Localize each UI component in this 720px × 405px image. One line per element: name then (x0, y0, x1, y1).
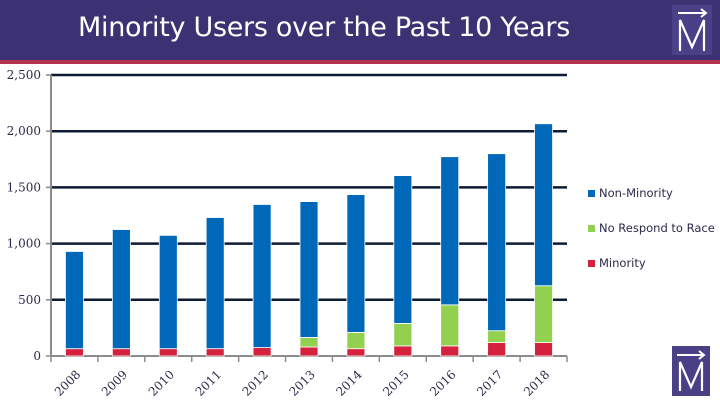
x-tick-label: 2013 (286, 367, 317, 398)
legend-swatch-minority (588, 259, 595, 267)
bar-segment-minority (393, 345, 413, 357)
bar-segment-minority (252, 347, 272, 357)
x-tick-label: 2012 (240, 367, 271, 398)
x-tick-label: 2010 (146, 367, 177, 398)
m-arrow-logo-icon (672, 5, 712, 55)
bar-segment-no-respond-to-race (393, 323, 413, 347)
x-tick-label: 2009 (99, 367, 130, 398)
bar-segment-minority (65, 348, 84, 357)
bar-segment-minority (299, 346, 319, 357)
x-tick-label: 2008 (52, 367, 83, 398)
y-tick-label: 0 (33, 349, 41, 363)
bar-segment-no-respond-to-race (487, 330, 507, 343)
y-tick-labels: 0 500 1,000 1,500 2,000 2,500 (7, 68, 41, 363)
bar-segment-non-minority (299, 201, 319, 338)
bar-segment-non-minority (158, 234, 178, 350)
y-tick-label: 500 (18, 293, 41, 307)
header-bar (0, 0, 720, 60)
y-tick-label: 2,500 (7, 68, 41, 82)
bar-segment-no-respond-to-race (299, 337, 319, 348)
bar-segment-minority (487, 342, 507, 357)
y-tick-label: 2,000 (7, 124, 41, 138)
x-tick-label: 2011 (193, 367, 224, 398)
x-tick-labels: 2008 2009 2010 2011 2012 2013 2014 2015 2016 2017… (52, 367, 553, 399)
legend-item-non-minority: Non-Minority (588, 186, 673, 200)
bar-segment-minority (346, 348, 366, 357)
legend-label: No Respond to Race (599, 221, 715, 235)
bar-segment-non-minority (65, 251, 84, 350)
bar-segment-no-respond-to-race (534, 285, 553, 343)
x-tick-label: 2015 (380, 367, 411, 398)
legend-swatch-non-minority (588, 189, 595, 197)
x-tick-label: 2014 (333, 367, 365, 399)
bar-segment-no-respond-to-race (346, 331, 366, 350)
header-divider (0, 60, 720, 64)
stacked-bar-chart: 0 500 1,000 1,500 2,000 2,500 2008 2009 2010 201… (7, 68, 568, 399)
m-arrow-logo-icon (672, 346, 710, 396)
bar-segment-non-minority (111, 229, 131, 350)
bar-segment-non-minority (487, 153, 507, 332)
bar-segment-no-respond-to-race (440, 304, 460, 347)
y-tick-label: 1,000 (7, 237, 41, 251)
bars (65, 123, 553, 357)
bar-segment-non-minority (534, 123, 553, 287)
bar-segment-minority (534, 342, 553, 357)
bar-segment-minority (205, 348, 225, 357)
page-title: Minority Users over the Past 10 Years (78, 12, 570, 43)
bar-segment-non-minority (252, 204, 272, 348)
legend-label: Minority (599, 256, 646, 270)
bar-segment-non-minority (440, 156, 460, 306)
legend-item-minority: Minority (588, 256, 646, 270)
legend-swatch-no-respond (588, 224, 595, 232)
legend-label: Non-Minority (599, 186, 673, 200)
bar-segment-minority (158, 348, 178, 357)
bar-segment-non-minority (346, 194, 366, 333)
x-tick-label: 2016 (427, 367, 458, 398)
bar-segment-non-minority (393, 175, 413, 324)
y-tick-label: 1,500 (7, 180, 41, 194)
bar-segment-minority (111, 348, 131, 357)
x-tick-label: 2018 (521, 367, 552, 398)
bar-segment-minority (440, 345, 460, 357)
legend-item-no-respond: No Respond to Race (588, 221, 715, 235)
bar-segment-non-minority (205, 217, 225, 350)
x-tick-label: 2017 (474, 367, 505, 398)
